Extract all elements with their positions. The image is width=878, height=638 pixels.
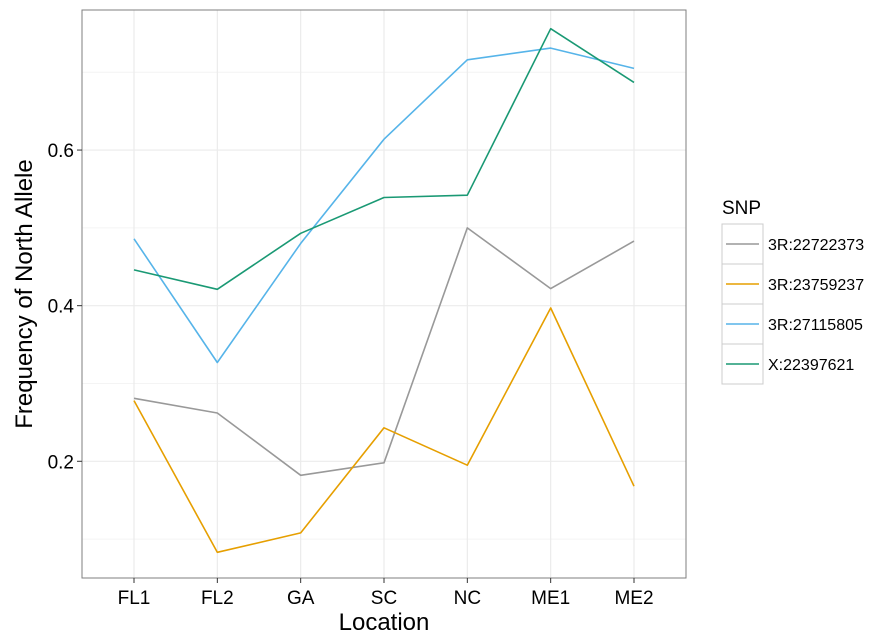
x-tick-label: FL1	[118, 588, 151, 609]
legend-title: SNP	[722, 198, 761, 219]
series-line-3r-23759237	[133, 307, 635, 554]
legend-label: X:22397621	[768, 357, 854, 374]
y-axis: 0.2 0.4 0.6	[48, 141, 82, 473]
y-tick-label: 0.4	[48, 297, 75, 318]
x-tick-label: ME2	[614, 588, 653, 609]
series-lines	[133, 27, 635, 554]
series-line-3r-27115805	[133, 47, 635, 364]
series-line-x-22397621	[133, 27, 635, 291]
grid-lines	[82, 10, 686, 578]
legend: SNP 3R:22722373 3R:23759237 3R:27115805 X:2…	[721, 198, 864, 385]
x-tick-label: GA	[287, 588, 315, 609]
x-tick-label: SC	[371, 588, 397, 609]
series-line-3r-22722373	[133, 227, 635, 477]
x-axis: FL1 FL2 GA SC NC ME1 ME2	[118, 578, 654, 609]
x-axis-title: Location	[339, 609, 430, 636]
y-tick-label: 0.2	[48, 452, 74, 473]
x-tick-label: NC	[454, 588, 481, 609]
x-tick-label: ME1	[531, 588, 570, 609]
legend-label: 3R:22722373	[768, 237, 864, 254]
y-tick-label: 0.6	[48, 141, 74, 162]
legend-label: 3R:27115805	[768, 317, 863, 334]
x-tick-label: FL2	[201, 588, 234, 609]
y-axis-title: Frequency of North Allele	[11, 159, 38, 428]
legend-label: 3R:23759237	[768, 277, 864, 294]
